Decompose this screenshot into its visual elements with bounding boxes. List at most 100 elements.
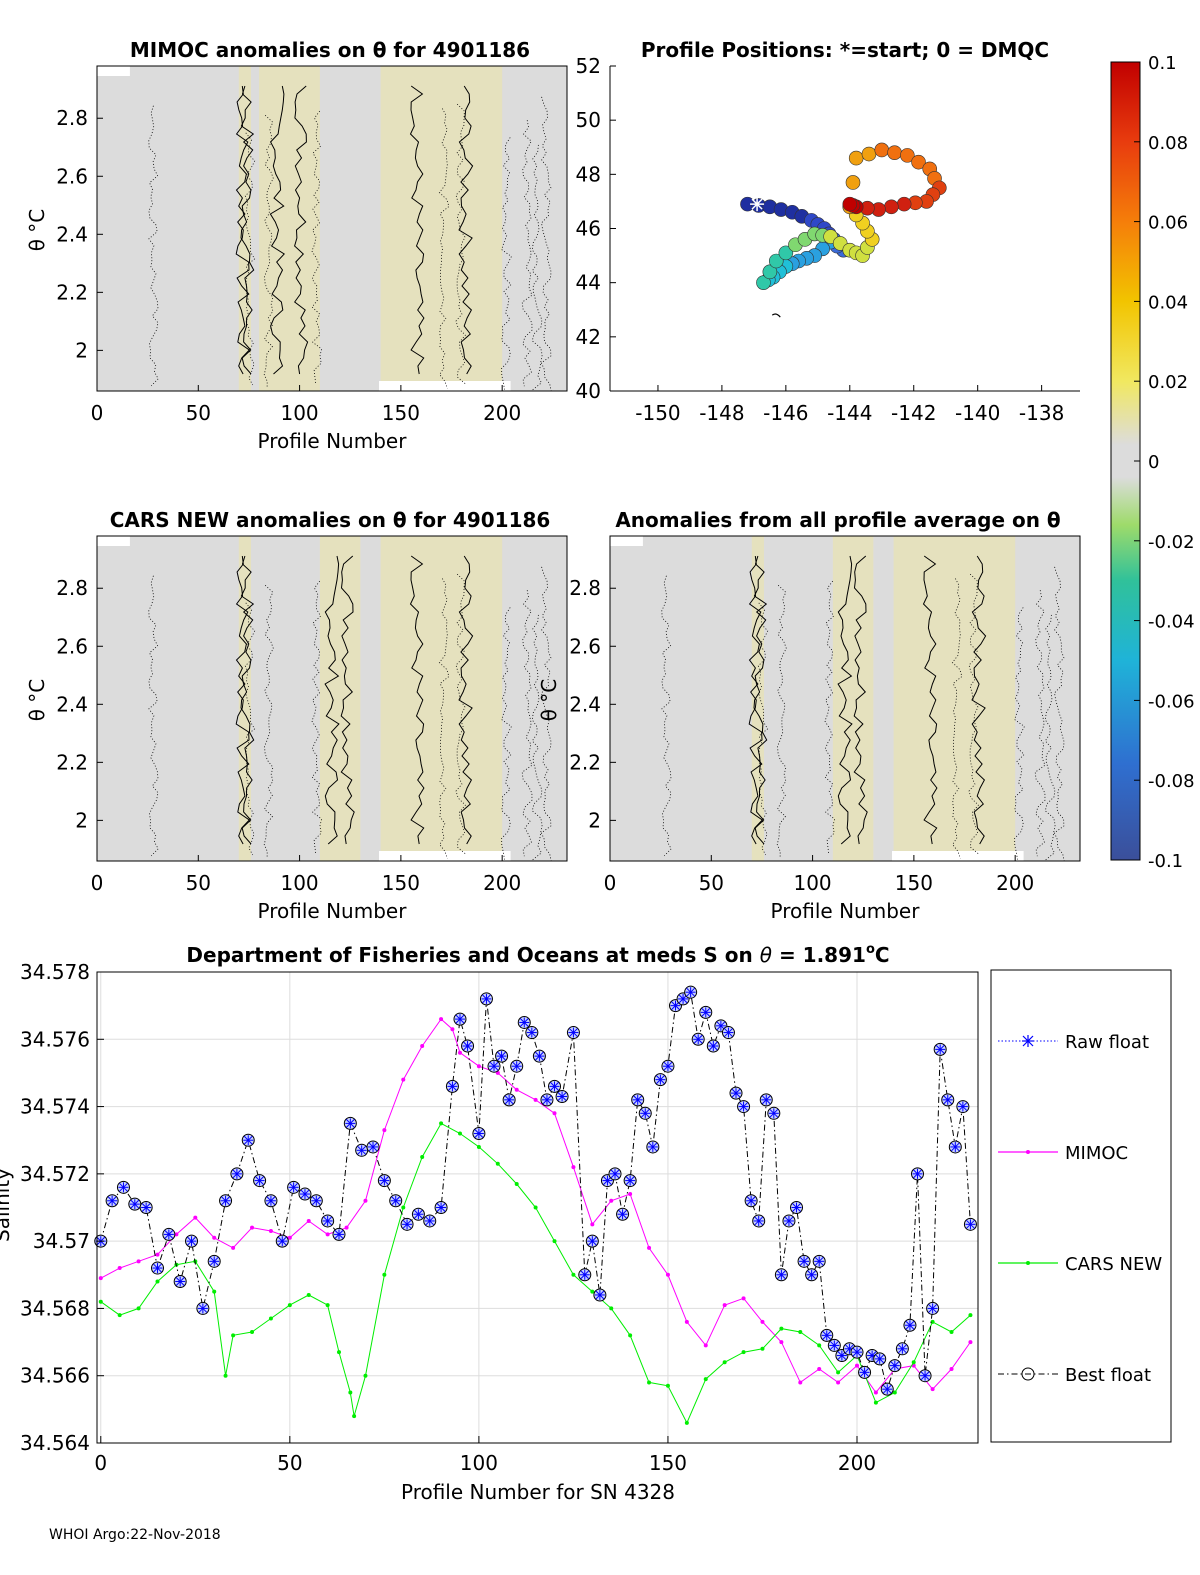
raw-float-star-stroke [569, 1028, 578, 1037]
mimoc-point [552, 1111, 557, 1116]
raw-float-star-stroke [656, 1075, 665, 1085]
salinity-plot: 0 50 100 150 200 34.564 34.566 34.568 34.57 34.57… [20, 960, 979, 1475]
cars-ylabel: θ °C [25, 679, 49, 722]
missing-data-strip [97, 66, 130, 76]
raw-float-star-stroke [255, 1176, 264, 1185]
raw-float-star-stroke [686, 987, 695, 997]
mimoc-point [968, 1340, 973, 1345]
raw-float-star-stroke [754, 1216, 764, 1226]
x-tick-label: -144 [827, 401, 872, 425]
mimoc-point [401, 1077, 406, 1082]
salinity-panel: Department of Fisheries and Oceans at me… [0, 942, 1172, 1504]
raw-float-point [454, 1014, 465, 1025]
mimoc-point [117, 1266, 122, 1271]
x-tick-label: 0 [604, 871, 617, 895]
anomaly-contour [458, 555, 474, 845]
raw-float-point [685, 987, 696, 998]
raw-float-star-stroke [580, 1270, 590, 1280]
raw-float-point [768, 1108, 779, 1119]
raw-float-point [549, 1081, 560, 1092]
raw-float-star-stroke [716, 1021, 726, 1031]
profile-position-marker [768, 253, 784, 269]
raw-float-star-stroke [535, 1051, 544, 1061]
x-tick-label: -150 [635, 401, 680, 425]
mimoc-point [873, 1390, 878, 1395]
x-tick-label: 100 [460, 1451, 498, 1475]
raw-float-star-stroke [822, 1330, 832, 1340]
profile-position-marker [911, 154, 926, 170]
raw-float-star-stroke [648, 1142, 658, 1152]
raw-float-point [481, 993, 492, 1004]
cars-point [336, 1350, 341, 1355]
mimoc-point [817, 1366, 822, 1371]
raw-float-star-stroke [448, 1082, 457, 1091]
mimoc-point [363, 1198, 368, 1203]
avg-panel-title: Anomalies from all profile average on θ [615, 508, 1060, 532]
raw-float-star-stroke [368, 1142, 378, 1152]
zero-contour [757, 602, 769, 856]
raw-float-star-stroke [610, 1169, 620, 1179]
x-tick-label: 200 [483, 401, 521, 425]
raw-float-point [186, 1236, 197, 1247]
profile-position-marker [896, 196, 912, 212]
raw-float-point [753, 1215, 764, 1226]
raw-float-point [333, 1229, 344, 1240]
raw-float-star-stroke [550, 1082, 559, 1091]
cars-point [892, 1390, 897, 1395]
mimoc-heatmap-plot: 0 50 100 150 200 2 2.2 2.4 2.6 2.8 [56, 65, 568, 425]
raw-float-point [231, 1168, 242, 1179]
y-tick-label: 2.8 [56, 106, 88, 130]
raw-float-star-stroke [943, 1095, 953, 1105]
raw-float-point [534, 1051, 545, 1062]
y-tick-label: 46 [576, 217, 601, 241]
y-tick-label: 48 [576, 162, 601, 186]
raw-float-star-stroke [198, 1304, 208, 1313]
x-tick-label: 100 [280, 871, 318, 895]
salinity-panel-title: Department of Fisheries and Oceans at me… [186, 942, 889, 967]
x-tick-label: 0 [91, 871, 104, 895]
raw-float-star-stroke [928, 1304, 937, 1313]
mimoc-point [533, 1097, 538, 1102]
salinity-ylabel: Salinity [0, 1168, 14, 1242]
raw-float-point [806, 1269, 817, 1280]
cars-point [457, 1131, 462, 1136]
y-tick-label: 34.57 [33, 1229, 90, 1253]
cars-point [533, 1205, 538, 1210]
raw-float-point [504, 1094, 515, 1105]
cars-point [665, 1383, 670, 1388]
warm-anomaly-band [751, 536, 764, 861]
raw-float-star-stroke [966, 1219, 975, 1229]
raw-float-point [776, 1269, 787, 1280]
raw-float-star-stroke [289, 1182, 298, 1192]
colorbar-gradient [1110, 61, 1141, 861]
colorbar-tick-label: -0.04 [1148, 612, 1195, 633]
raw-float-point [568, 1027, 579, 1038]
raw-float-point [610, 1168, 621, 1179]
warm-anomaly-band [238, 536, 251, 861]
raw-float-star-stroke [587, 1236, 597, 1246]
raw-float-point [209, 1256, 220, 1267]
raw-float-point [632, 1094, 643, 1105]
y-tick-label: 34.574 [20, 1095, 90, 1119]
anomaly-contour [837, 555, 853, 845]
positions-plot: -150 -148 -146 -144 -142 -140 -138 40 42 44 46 48 50… [576, 54, 1080, 425]
raw-float-point [220, 1195, 231, 1206]
colorbar-tick-label: 0.06 [1148, 213, 1188, 234]
raw-float-star-stroke [731, 1088, 741, 1098]
cars-point [306, 1292, 311, 1297]
y-tick-label: 34.572 [20, 1162, 90, 1186]
cars-point [212, 1289, 217, 1294]
cars-xlabel: Profile Number [258, 899, 408, 923]
zero-contour [455, 573, 466, 855]
raw-float-point [152, 1263, 163, 1274]
raw-float-star-stroke [243, 1135, 253, 1145]
cars-point [514, 1181, 519, 1186]
dmqc-marker [771, 313, 781, 318]
cars-point [722, 1360, 727, 1365]
legend-raw-marker [1022, 1035, 1034, 1047]
cars-point [223, 1373, 228, 1378]
x-tick-label: -140 [955, 401, 1000, 425]
raw-float-point [935, 1044, 946, 1055]
raw-float-star-stroke [807, 1270, 816, 1280]
raw-float-point [197, 1303, 208, 1314]
